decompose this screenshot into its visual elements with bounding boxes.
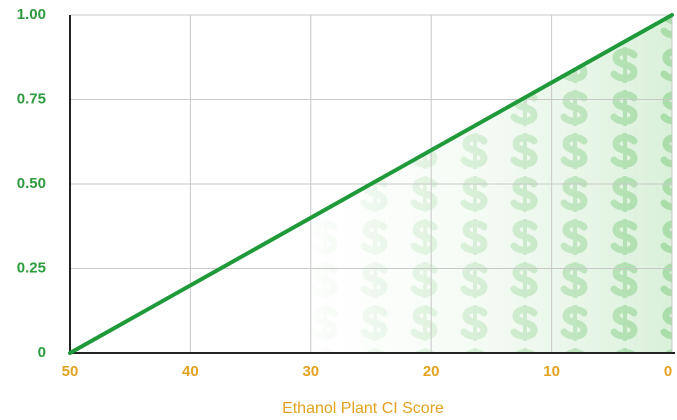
x-tick-label: 20: [423, 363, 440, 380]
y-tick-label: 0: [38, 344, 46, 361]
x-tick-label: 30: [302, 363, 319, 380]
data-line: [68, 13, 674, 355]
x-axis-label: Ethanol Plant CI Score: [282, 400, 444, 417]
y-tick-label: 0.50: [17, 175, 46, 192]
x-tick-label: 10: [543, 363, 560, 380]
x-tick-label: 40: [182, 363, 199, 380]
x-tick-label: 50: [62, 363, 79, 380]
y-tick-label: 1.00: [17, 6, 46, 23]
x-tick-label: 0: [664, 363, 672, 380]
y-tick-label: 0.25: [17, 259, 46, 276]
y-tick-label: 0.75: [17, 90, 46, 107]
